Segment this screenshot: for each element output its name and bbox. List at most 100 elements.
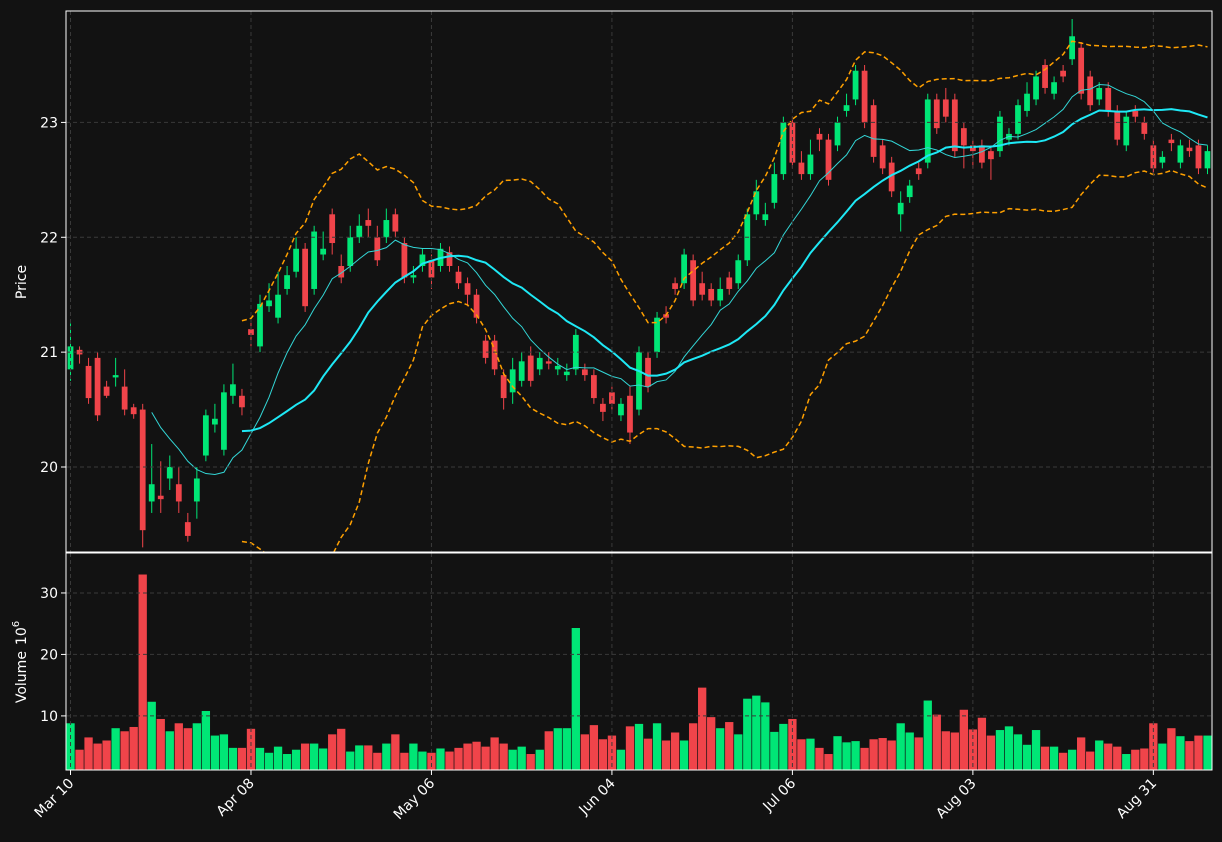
- candle-body: [184, 522, 191, 536]
- volume-bar: [1104, 743, 1113, 770]
- volume-label: Volume: [14, 651, 30, 703]
- candle-body: [428, 260, 435, 278]
- candle-body: [1015, 105, 1021, 134]
- candle-body: [482, 340, 489, 358]
- volume-bar: [1086, 751, 1095, 770]
- candle-body: [636, 352, 642, 410]
- y-tick-label: 20: [40, 647, 58, 663]
- volume-bar: [833, 736, 842, 770]
- volume-bar: [174, 723, 183, 770]
- volume-bar: [364, 745, 373, 770]
- candle-body: [942, 99, 949, 117]
- volume-bar: [319, 748, 328, 770]
- candle-body: [933, 99, 940, 129]
- volume-bar: [219, 734, 229, 770]
- candle-body: [94, 357, 101, 416]
- candle-body: [1159, 156, 1166, 163]
- y-tick-label: 30: [40, 586, 58, 602]
- candle-body: [320, 248, 327, 255]
- volume-bar: [634, 723, 644, 770]
- volume-bar: [1095, 740, 1104, 770]
- candle-body: [843, 105, 850, 111]
- candle-body: [175, 484, 182, 502]
- candle-body: [1087, 76, 1094, 106]
- volume-bar: [1194, 735, 1203, 770]
- volume-bar: [923, 700, 932, 770]
- volume-bar: [309, 743, 319, 770]
- candle-body: [600, 403, 606, 412]
- candle-body: [338, 265, 345, 278]
- volume-bar: [346, 751, 355, 770]
- volume-bar: [120, 731, 129, 770]
- volume-bar: [445, 751, 454, 770]
- candle-body: [1168, 139, 1175, 144]
- volume-axis-label: Volume 106: [11, 621, 30, 703]
- volume-bar: [1077, 737, 1086, 770]
- candle-body: [545, 361, 552, 364]
- volume-bar: [337, 728, 346, 770]
- candle-body: [717, 288, 724, 301]
- x-tick-label: Apr 08: [214, 776, 258, 820]
- y-axis-label: Price: [14, 265, 30, 299]
- candle-body: [960, 128, 967, 146]
- volume-bar: [562, 728, 571, 770]
- volume-bar: [328, 734, 337, 770]
- y-tick-label: 10: [40, 709, 58, 725]
- volume-bar: [950, 732, 959, 770]
- price-panel: [67, 19, 1211, 552]
- volume-bar: [652, 723, 662, 770]
- volume-bar: [688, 723, 698, 770]
- candle-body: [410, 275, 417, 278]
- upper-band: [241, 40, 1208, 324]
- volume-bar: [1058, 752, 1068, 770]
- candle-body: [753, 191, 760, 215]
- volume-bar: [752, 695, 761, 770]
- candle-body: [1060, 70, 1066, 77]
- volume-bar: [472, 741, 481, 770]
- volume-bar: [553, 728, 562, 770]
- candle-body: [302, 248, 309, 307]
- volume-bar: [616, 749, 626, 770]
- volume-bar: [264, 752, 274, 770]
- x-tick-label: May 06: [391, 775, 439, 823]
- candle-body: [356, 225, 363, 238]
- candle-body: [1186, 147, 1193, 152]
- candle-body: [112, 375, 119, 378]
- volume-bar: [1131, 749, 1140, 770]
- candle-body: [446, 252, 453, 266]
- volume-bar: [463, 743, 472, 770]
- candle-body: [536, 357, 543, 370]
- volume-bar: [824, 754, 833, 770]
- candle-body: [672, 283, 678, 289]
- volume-bar: [797, 739, 806, 770]
- candle-body: [374, 237, 381, 261]
- volume-bar: [1004, 726, 1014, 770]
- candle-body: [293, 248, 299, 272]
- candle-body: [735, 260, 742, 284]
- volume-bar: [716, 728, 725, 770]
- candle-body: [762, 214, 769, 221]
- candle-body: [1078, 47, 1085, 94]
- volume-bar: [887, 740, 896, 770]
- candle-body: [347, 237, 354, 266]
- volume-bar: [291, 749, 301, 770]
- candle-body: [771, 174, 778, 203]
- candle-body: [816, 133, 823, 140]
- candle-body: [969, 145, 976, 152]
- candle-body: [202, 415, 209, 456]
- volume-bar: [779, 723, 788, 770]
- candle-body: [1114, 110, 1121, 140]
- volume-bar: [734, 734, 743, 770]
- candle-body: [897, 202, 904, 215]
- volume-bar: [679, 740, 689, 770]
- candle-body: [248, 329, 254, 335]
- volume-bar: [93, 743, 102, 770]
- candle-body: [699, 283, 706, 295]
- volume-bar: [977, 717, 987, 770]
- candle-body: [825, 139, 832, 180]
- candle-body: [157, 495, 164, 500]
- candle-body: [518, 361, 525, 381]
- candle-body: [1177, 145, 1184, 163]
- volume-bar: [201, 710, 211, 770]
